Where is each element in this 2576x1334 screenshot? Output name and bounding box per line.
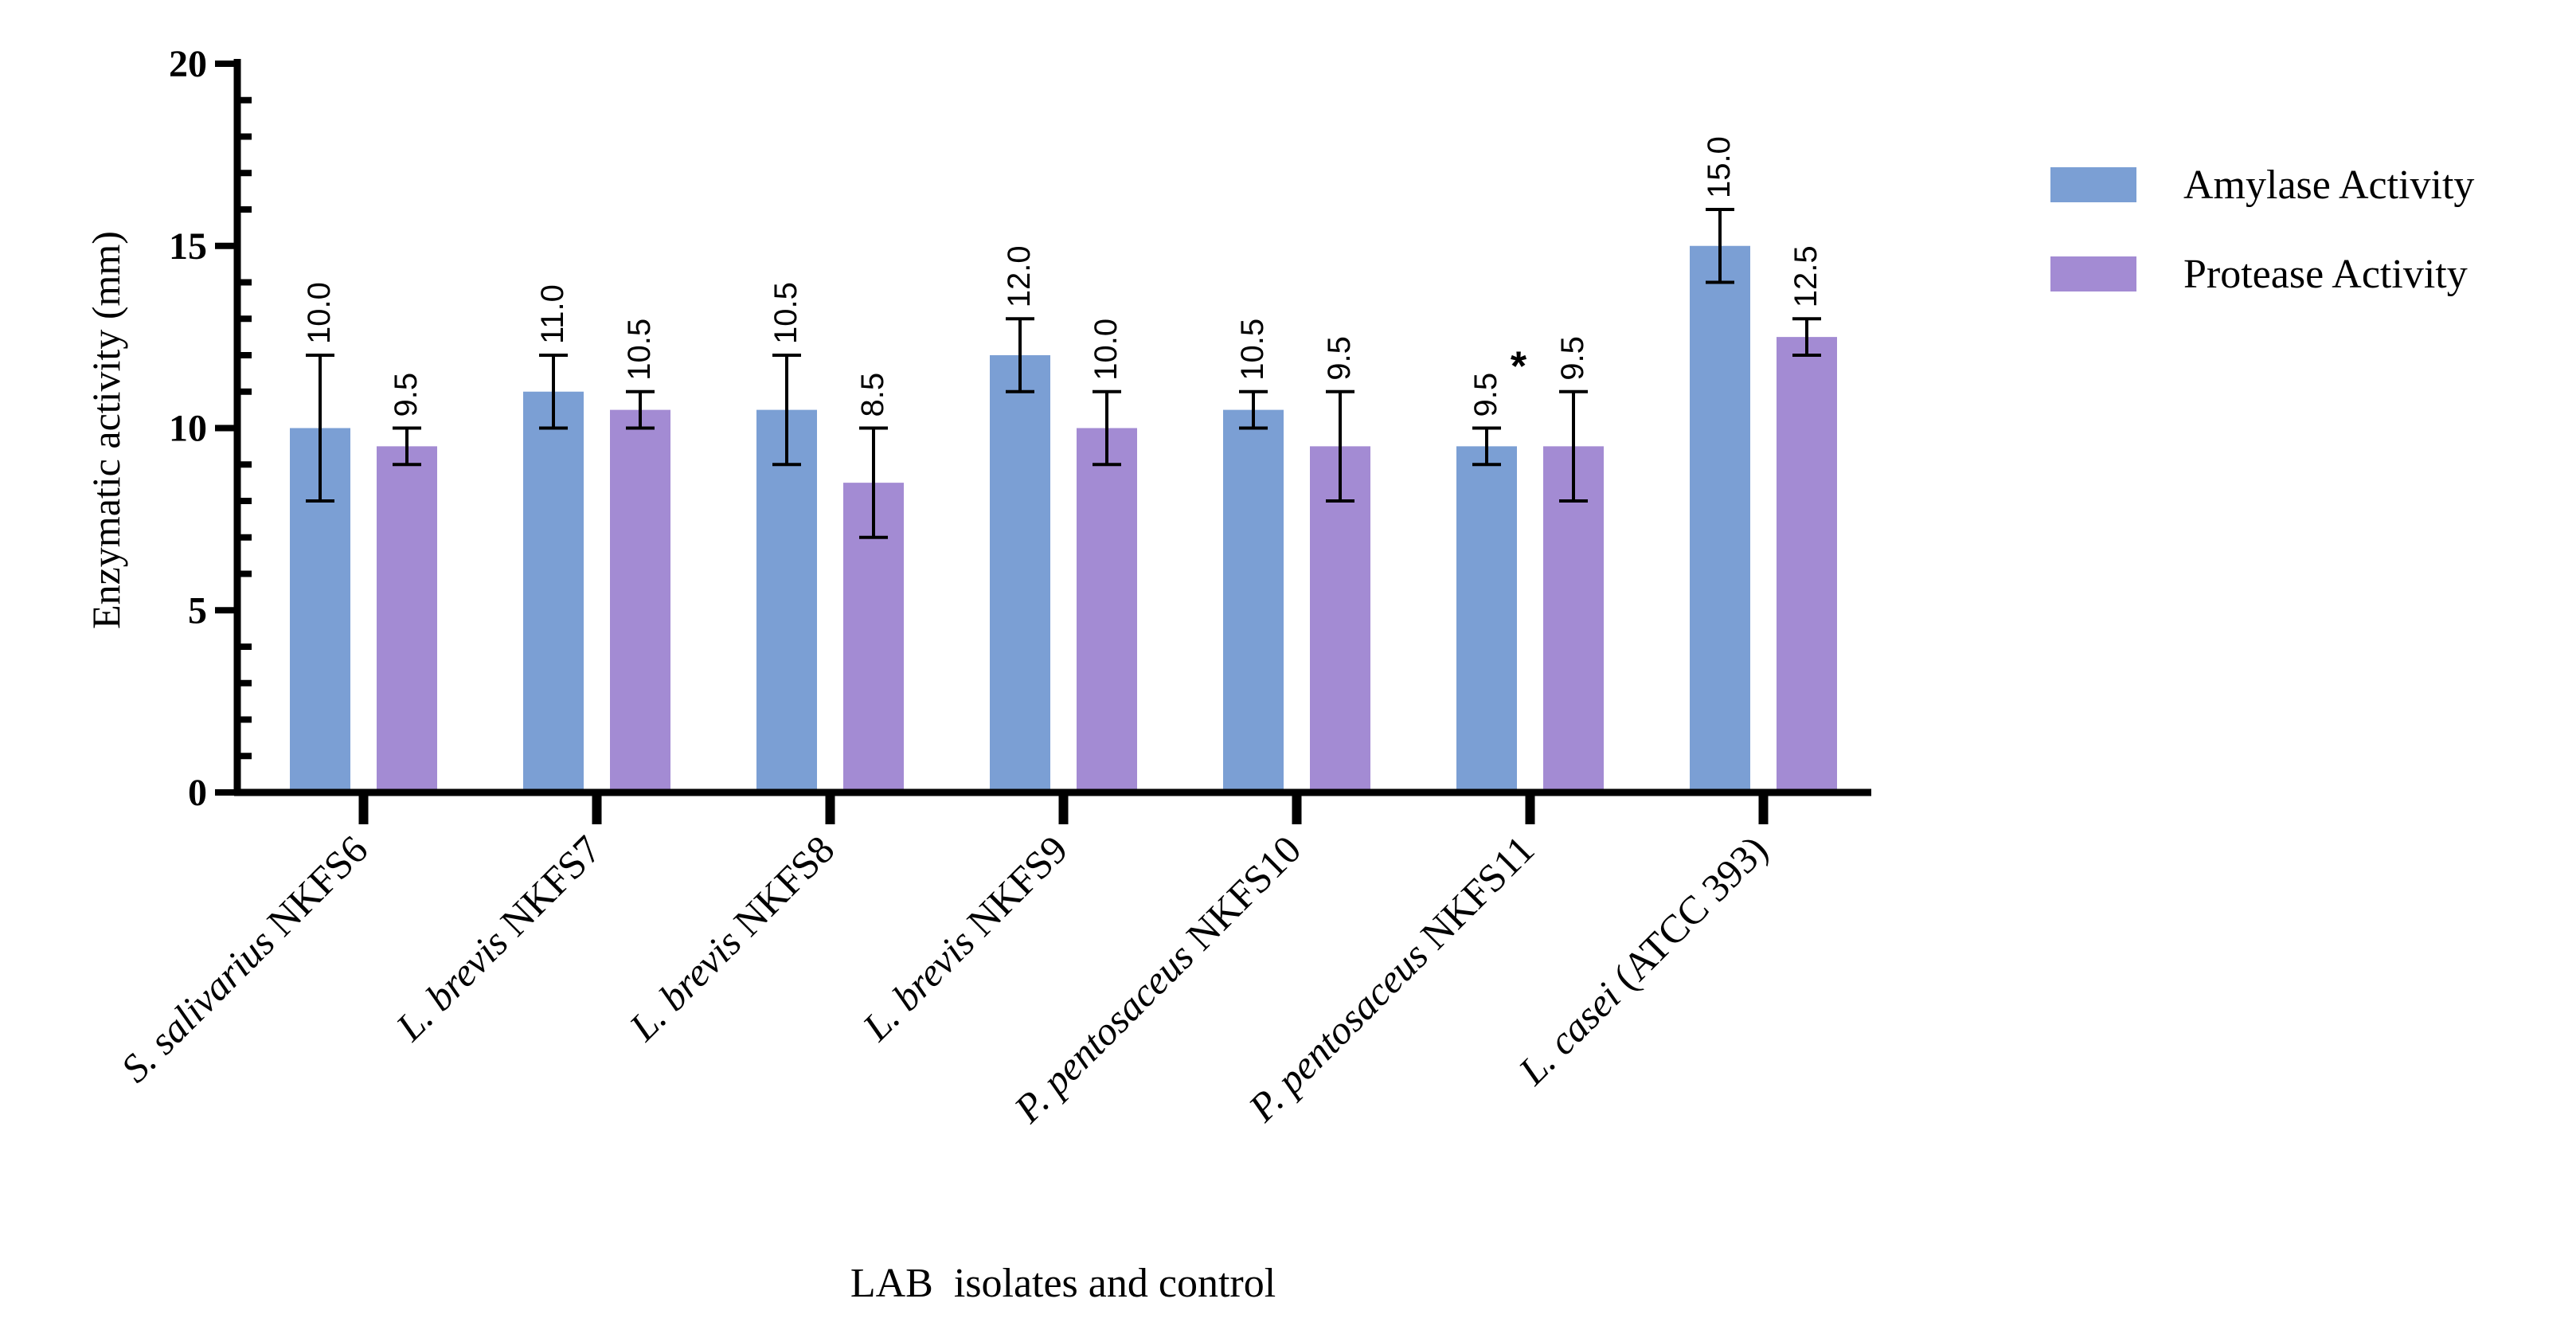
data-label-amylase-2: 10.5 — [768, 282, 803, 344]
legend-label-protease: Protease Activity — [2183, 252, 2468, 297]
y-tick-label-5: 5 — [188, 589, 207, 632]
legend-swatch-protease — [2050, 256, 2136, 291]
error-bar-protease-1 — [626, 389, 655, 430]
data-label-amylase-3: 12.0 — [1002, 245, 1037, 307]
legend-label-amylase: Amylase Activity — [2183, 162, 2474, 208]
error-bar-protease-0 — [393, 426, 421, 467]
y-axis-title: Enzymatic activity (mm) — [84, 231, 128, 629]
x-tick-label-strain: NKFS11 — [1405, 827, 1542, 964]
legend-item-protease: Protease Activity — [2050, 252, 2468, 297]
error-bar-amylase-3 — [1006, 317, 1034, 393]
legend-item-amylase: Amylase Activity — [2050, 162, 2474, 208]
bar-amylase-6 — [1690, 245, 1750, 792]
error-bar-amylase-2 — [772, 354, 801, 467]
error-bar-amylase-0 — [306, 354, 334, 503]
x-tick-label-strain: NKFS10 — [1171, 827, 1309, 965]
data-label-protease-0: 9.5 — [389, 373, 424, 417]
x-tick-label-1: L. brevis NKFS7 — [387, 827, 610, 1050]
x-tick-label-0: S. salivarius NKFS6 — [112, 827, 376, 1090]
data-label-amylase-6: 15.0 — [1702, 136, 1737, 198]
bar-protease-3 — [1077, 428, 1137, 792]
x-tick-label-species: P. pentosaceus — [1239, 933, 1437, 1130]
x-tick-label-strain: NKFS7 — [485, 827, 610, 952]
error-bar-protease-4 — [1326, 389, 1354, 503]
data-label-amylase-4: 10.5 — [1235, 319, 1270, 381]
error-bar-amylase-1 — [539, 354, 568, 430]
error-bar-amylase-5 — [1472, 426, 1501, 467]
data-label-amylase-5: 9.5 — [1468, 373, 1503, 417]
x-tick-label-3: L. brevis NKFS9 — [854, 827, 1077, 1050]
bar-protease-1 — [610, 409, 670, 792]
bar-protease-6 — [1777, 337, 1837, 792]
bar-amylase-5 — [1456, 446, 1517, 792]
x-tick-label-strain: (ATCC 393) — [1597, 827, 1776, 1005]
significance-annotation-0: * — [1511, 344, 1527, 390]
x-axis-title: LAB isolates and control — [850, 1261, 1276, 1306]
error-bar-protease-3 — [1093, 389, 1121, 467]
x-tick-label-species: L. casei — [1509, 974, 1628, 1093]
y-tick-label-10: 10 — [169, 408, 207, 450]
bar-amylase-4 — [1223, 409, 1284, 792]
y-tick-label-20: 20 — [169, 43, 207, 85]
data-label-protease-5: 9.5 — [1555, 336, 1590, 381]
data-label-amylase-1: 11.0 — [535, 284, 570, 344]
error-bar-protease-5 — [1559, 389, 1588, 503]
x-tick-label-strain: NKFS9 — [952, 827, 1077, 952]
data-label-amylase-0: 10.0 — [302, 282, 337, 344]
bars-layer — [290, 245, 1837, 792]
bar-amylase-3 — [990, 355, 1050, 792]
x-tick-label-strain: NKFS8 — [718, 827, 843, 952]
error-bar-protease-2 — [859, 426, 888, 539]
x-tick-label-species: L. brevis — [387, 920, 517, 1050]
data-label-protease-3: 10.0 — [1089, 319, 1124, 381]
error-bar-amylase-4 — [1239, 389, 1268, 430]
bar-amylase-2 — [756, 409, 817, 792]
bar-protease-4 — [1310, 446, 1370, 792]
bar-amylase-1 — [523, 391, 584, 792]
x-tick-label-6: L. casei (ATCC 393) — [1509, 827, 1776, 1093]
error-bar-amylase-6 — [1706, 208, 1734, 284]
error-bar-protease-6 — [1792, 317, 1821, 357]
x-tick-label-2: L. brevis NKFS8 — [620, 827, 843, 1050]
legend: Amylase Activity Protease Activity — [2050, 162, 2474, 297]
y-tick-label-0: 0 — [188, 772, 207, 814]
legend-swatch-amylase — [2050, 167, 2136, 202]
data-label-protease-6: 12.5 — [1788, 245, 1824, 307]
labels-layer: 10.0 11.0 10.5 12.0 10.5 9.5 15.0 9.5 10.5 8.5 10.… — [302, 136, 1824, 417]
bar-protease-0 — [377, 446, 437, 792]
data-label-protease-1: 10.5 — [622, 319, 657, 381]
x-tick-label-species: S. salivarius — [112, 920, 283, 1090]
x-tick-label-species: L. brevis — [854, 920, 983, 1050]
x-tick-label-strain: NKFS6 — [252, 827, 377, 952]
data-label-protease-4: 9.5 — [1322, 336, 1357, 381]
y-tick-label-15: 15 — [169, 225, 207, 268]
x-tick-label-species: P. pentosaceus — [1005, 934, 1202, 1132]
error-bars-layer — [306, 208, 1821, 539]
bar-protease-5 — [1543, 446, 1604, 792]
x-tick-label-species: L. brevis — [620, 920, 750, 1050]
data-label-protease-2: 8.5 — [855, 373, 890, 417]
